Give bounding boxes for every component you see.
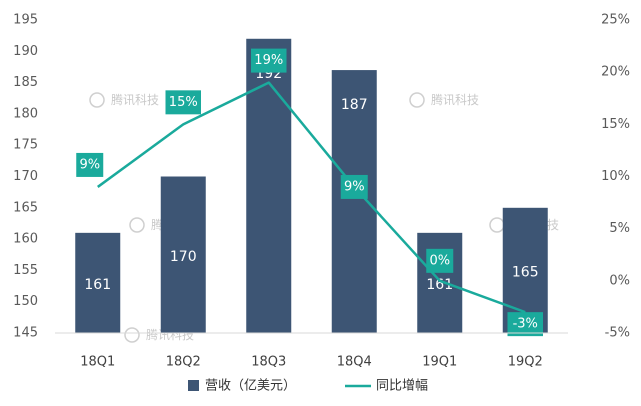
line-path (97, 81, 526, 314)
line-data-label: 0% (429, 253, 450, 268)
left-tick-label: 175 (13, 138, 38, 153)
left-tick-label: 185 (13, 75, 38, 90)
x-axis: 18Q1 18Q2 18Q3 18Q4 19Q1 19Q2 (55, 332, 568, 370)
bar (331, 70, 377, 333)
left-tick-label: 150 (13, 294, 38, 309)
right-tick-label: 25% (601, 13, 630, 28)
x-tick-label: 18Q1 (80, 355, 115, 370)
left-tick-label: 180 (13, 106, 38, 121)
right-tick-label: -5% (605, 326, 630, 341)
watermark-logo-icon (124, 327, 140, 343)
line-label-box (165, 90, 201, 115)
watermark-logo-icon (409, 92, 425, 108)
x-tick-label: 18Q4 (337, 355, 372, 370)
right-tick-label: 0% (609, 273, 630, 288)
bar-data-label: 165 (512, 264, 539, 280)
line-data-label: 9% (79, 157, 100, 172)
left-tick-label: 190 (13, 44, 38, 59)
left-tick-label: 170 (13, 169, 38, 184)
line-label-box (507, 312, 543, 337)
watermark-text: 腾讯科技 (431, 92, 479, 107)
bar-data-label: 170 (170, 249, 197, 265)
line-data-label: -3% (513, 317, 538, 332)
line-series: 9% 15% 19% 9% 0% -3% (76, 48, 543, 337)
line-label-box (340, 174, 368, 199)
line-label-box (426, 248, 454, 273)
x-tick-label: 18Q2 (166, 355, 201, 370)
bar-data-label: 161 (426, 277, 453, 293)
legend-label-bar: 营收（亿美元） (205, 379, 296, 394)
right-tick-label: 20% (601, 65, 630, 80)
legend-label-line: 同比增幅 (376, 379, 428, 394)
right-tick-label: 5% (609, 221, 630, 236)
right-axis: -5% 0% 5% 10% 15% 20% 25% (601, 13, 630, 341)
right-tick-label: 10% (601, 169, 630, 184)
x-tick-label: 19Q1 (422, 355, 457, 370)
watermark-text: 腾讯科技 (111, 92, 159, 107)
left-tick-label: 145 (13, 326, 38, 341)
line-label-box (76, 152, 104, 177)
bar (160, 176, 206, 333)
left-tick-label: 160 (13, 232, 38, 247)
x-tick-label: 18Q3 (251, 355, 286, 370)
watermark-logo-icon (489, 217, 505, 233)
bar (246, 38, 292, 333)
right-tick-label: 15% (601, 117, 630, 132)
left-tick-label: 155 (13, 263, 38, 278)
left-tick-label: 165 (13, 200, 38, 215)
legend: 营收（亿美元） 同比增幅 (188, 379, 428, 394)
line-data-label: 19% (254, 53, 283, 68)
line-data-label: 15% (169, 95, 198, 110)
legend-swatch-bar (188, 380, 199, 391)
x-tick-label: 19Q2 (508, 355, 543, 370)
bar-data-label: 161 (84, 277, 111, 293)
bar (75, 232, 121, 333)
watermark-logo-icon (89, 92, 105, 108)
line-label-box (251, 48, 287, 73)
left-tick-label: 195 (13, 13, 38, 28)
line-data-label: 9% (344, 179, 365, 194)
watermark-logo-icon (129, 217, 145, 233)
left-axis: 145 150 155 160 165 170 175 180 185 190 195 (13, 13, 38, 341)
watermarks: 腾讯科技腾讯科技腾讯科技腾讯科技腾讯科技 (89, 92, 559, 343)
bar-data-label: 187 (341, 97, 368, 113)
